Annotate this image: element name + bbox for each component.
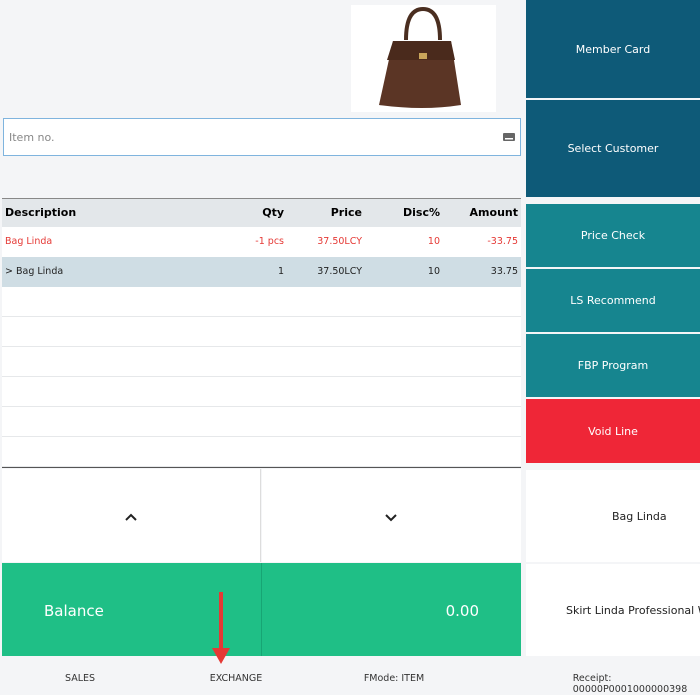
table-cell: > Bag Linda	[5, 266, 64, 277]
item-button[interactable]: Skirt Linda Professional Wea	[526, 564, 700, 656]
scroll-up-button[interactable]	[2, 469, 261, 562]
balance-label: Balance	[44, 602, 104, 620]
status-exchange[interactable]: EXCHANGE	[209, 673, 263, 684]
balance-value: 0.00	[445, 602, 479, 620]
table-cell: 1	[277, 266, 284, 277]
product-image	[351, 5, 496, 112]
column-header: Disc%	[403, 206, 440, 219]
table-cell: -1 pcs	[255, 236, 284, 247]
table-cell: 37.50LCY	[317, 236, 362, 247]
side-button[interactable]: FBP Program	[526, 334, 700, 397]
scroll-down-button[interactable]	[262, 469, 521, 562]
placeholder: Item no.	[9, 131, 55, 144]
side-button[interactable]: LS Recommend	[526, 269, 700, 332]
status-fmode: FMode: ITEM	[363, 673, 425, 684]
table-header: Description Qty Price Disc% Amount	[2, 199, 521, 227]
table-row[interactable]: > Bag Linda 1 37.50LCY 10 33.75	[2, 257, 521, 287]
table-cell: 37.50LCY	[317, 266, 362, 277]
column-header: Description	[5, 206, 77, 219]
balance-panel: Balance 0.00	[2, 563, 521, 656]
red-arrow	[212, 592, 230, 664]
keyboard-icon[interactable]	[503, 133, 515, 141]
column-header: Price	[330, 206, 362, 219]
column-header: Amount	[469, 206, 518, 219]
table-cell: 33.75	[490, 266, 518, 277]
item-button[interactable]: Bag Linda	[526, 470, 700, 562]
status-bar: SALES EXCHANGE FMode: ITEM Receipt: 0000…	[0, 657, 700, 695]
table-cell: -33.75	[487, 236, 518, 247]
side-button[interactable]: Void Line	[526, 399, 700, 463]
table-cell: 10	[427, 236, 440, 247]
side-button[interactable]: Price Check	[526, 204, 700, 267]
status-receipt: Receipt: 00000P0001000000398	[572, 673, 688, 695]
column-header: Qty	[262, 206, 284, 219]
side-button[interactable]: Member Card	[526, 0, 700, 98]
table-cell: Bag Linda	[5, 236, 53, 247]
sales-table: Description Qty Price Disc% Amount Bag Linda…	[2, 198, 521, 468]
table-row[interactable]: Bag Linda -1 pcs 37.50LCY 10 -33.75	[2, 227, 521, 257]
item-input[interactable]: Item no.	[3, 118, 521, 156]
status-mode: SALES	[64, 673, 96, 684]
side-button[interactable]: Select Customer	[526, 100, 700, 197]
table-cell: 10	[427, 266, 440, 277]
